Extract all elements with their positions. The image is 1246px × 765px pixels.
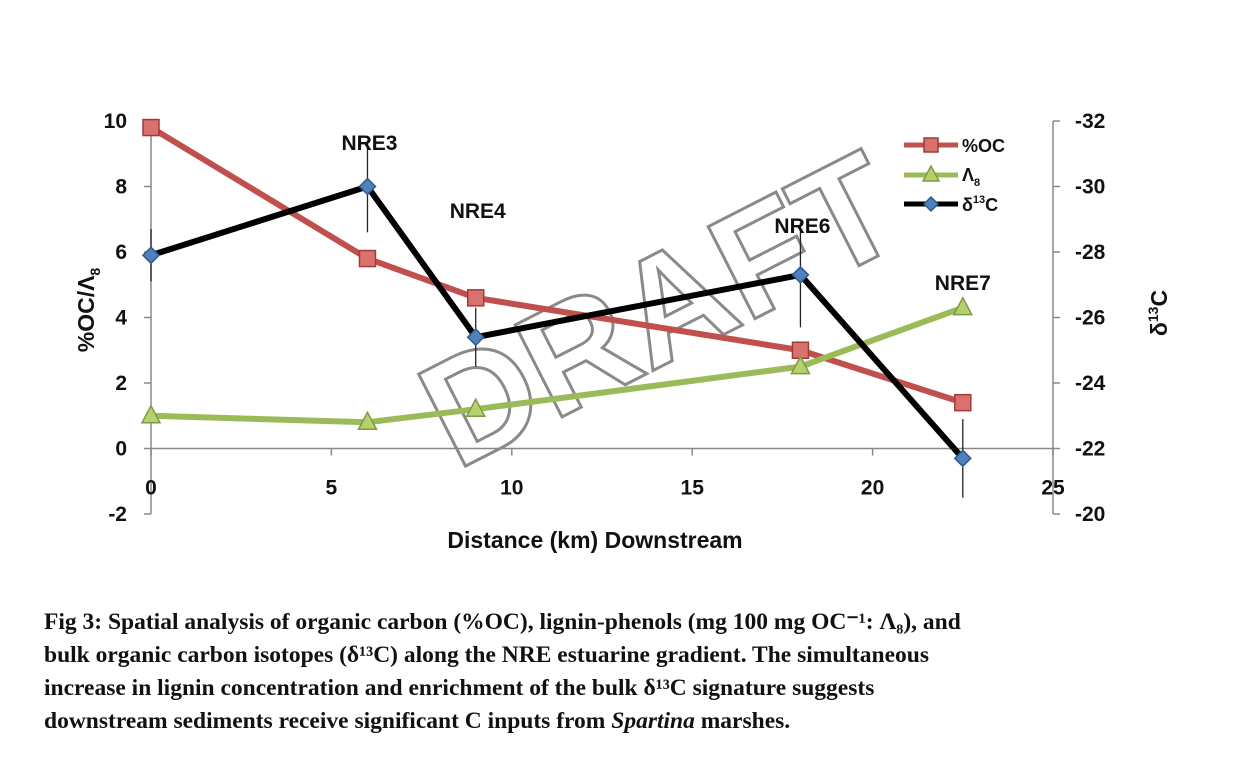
station-label: NRE7 [935, 272, 991, 295]
caption-fig-label: Fig 3: [44, 609, 103, 635]
data-point [358, 177, 377, 196]
y-left-tick-label: -2 [108, 503, 127, 526]
data-point [466, 289, 485, 307]
legend: %OC Λ8 δ13C [904, 136, 1005, 215]
station-label: NRE6 [774, 215, 830, 238]
caption-text-4b: marshes. [694, 708, 791, 734]
legend-item-oc: %OC [904, 136, 1005, 156]
y-right-tick-label: -28 [1075, 241, 1106, 264]
x-tick-label: 0 [145, 477, 157, 500]
x-tick-label: 20 [861, 477, 884, 500]
x-axis-title: Distance (km) Downstream [447, 527, 742, 553]
data-point [142, 118, 160, 137]
x-tick-label: 15 [681, 477, 705, 500]
y-right-tick-label: -30 [1075, 176, 1105, 199]
data-point [140, 404, 162, 424]
legend-label-lambda8: Λ8 [962, 165, 980, 189]
axes [144, 120, 1060, 515]
legend-label-d13c: δ13C [962, 194, 998, 215]
y-left-tick-label: 0 [115, 438, 127, 461]
data-point [953, 449, 972, 468]
caption-line-1: Fig 3: Spatial analysis of organic carbo… [44, 606, 1224, 639]
y-left-tick-label: 10 [104, 110, 127, 133]
data-point [952, 296, 974, 316]
y-left-tick-label: 8 [115, 176, 127, 199]
caption-text-4a: downstream sediments receive significant… [44, 708, 612, 734]
y-left-tick-label: 4 [115, 307, 127, 330]
y-left-tick-label: 6 [115, 241, 127, 264]
y-right-tick-label: -20 [1075, 503, 1105, 526]
legend-label-oc: %OC [962, 136, 1005, 156]
caption-line-2: bulk organic carbon isotopes (δ¹³C) alon… [44, 642, 929, 668]
x-tick-label: 25 [1041, 477, 1065, 500]
y-right-tick-label: -24 [1075, 372, 1106, 395]
data-point [141, 246, 161, 265]
x-tick-label: 5 [326, 477, 338, 500]
data-point [358, 249, 377, 268]
data-point [954, 393, 972, 412]
data-point [790, 355, 811, 375]
caption-line-4: downstream sediments receive significant… [44, 705, 1224, 738]
y-left-tick-label: 2 [115, 372, 127, 395]
station-labels: NRE3 NRE4 NRE6 NRE7 [341, 132, 990, 295]
legend-item-d13c: δ13C [904, 194, 998, 215]
series-markers [140, 118, 974, 468]
data-point [466, 328, 485, 347]
y-axis-right-title: δ13C [1145, 290, 1172, 336]
caption-text-4-italic: Spartina [611, 708, 695, 734]
data-point [791, 265, 810, 284]
y-axis-left-title: %OC/Λ8 [73, 268, 103, 353]
draft-watermark: DRAFT [395, 119, 924, 499]
y-right-tick-label: -22 [1075, 438, 1105, 461]
legend-item-lambda8: Λ8 [904, 164, 980, 189]
station-label: NRE3 [341, 132, 397, 155]
x-tick-label: 10 [500, 477, 523, 500]
data-point [357, 410, 378, 431]
caption-text-1: Spatial analysis of organic carbon (%OC)… [107, 609, 961, 635]
figure-caption: Fig 3: Spatial analysis of organic carbo… [44, 606, 1224, 738]
data-point [465, 397, 486, 417]
caption-line-3: increase in lignin concentration and enr… [44, 675, 875, 701]
y-right-tick-label: -26 [1075, 307, 1105, 330]
y-right-tick-label: -32 [1075, 110, 1105, 133]
station-label: NRE4 [450, 200, 506, 223]
